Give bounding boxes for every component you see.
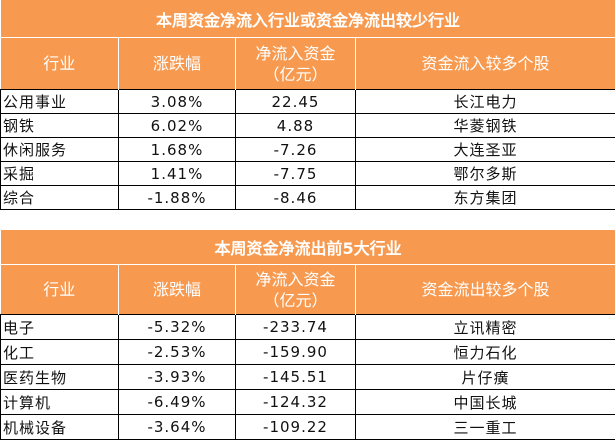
data-cell: 计算机 [0,389,119,415]
data-row: 化工 -2.53% -159.90 恒力石化 [0,339,615,365]
data-row: 采掘 1.41% -7.75 鄂尔多斯 [0,161,615,186]
data-cell: -7.75 [235,161,356,186]
data-cell: 化工 [0,339,119,365]
table-title: 本周资金净流入行业或资金净流出较少行业 [0,0,615,38]
inflow-table: 本周资金净流入行业或资金净流出较少行业 行业 涨跌幅 净流入资金 （亿元） 资金流入较多… [0,0,615,210]
data-cell: 电子 [0,314,119,340]
data-cell: -124.32 [235,389,356,415]
data-row: 综合 -1.88% -8.46 东方集团 [0,185,615,210]
data-cell: -7.26 [235,137,356,162]
header-cell: 行业 [0,37,119,90]
header-cell: 资金流出较多个股 [355,264,615,315]
data-cell: 立讯精密 [354,314,615,340]
data-cell: 休闲服务 [0,137,119,162]
data-cell: -2.53% [118,339,236,365]
data-cell: 公用事业 [0,89,119,114]
data-cell: -8.46 [235,185,356,210]
data-cell: -5.32% [118,314,236,340]
table-title: 本周资金净流出前5大行业 [0,230,615,265]
data-cell: 中国长城 [354,389,615,415]
data-cell: -3.93% [118,364,236,390]
data-cell: 4.88 [235,113,356,138]
data-row: 公用事业 3.08% 22.45 长江电力 [0,89,615,114]
data-row: 机械设备 -3.64% -109.22 三一重工 [0,414,615,440]
data-cell: 东方集团 [354,185,615,210]
data-cell: 3.08% [118,89,236,114]
data-cell: 三一重工 [354,414,615,440]
data-cell: -159.90 [235,339,356,365]
data-cell: 6.02% [118,113,236,138]
data-cell: -233.74 [235,314,356,340]
data-cell: 1.68% [118,137,236,162]
header-cell: 净流入资金 （亿元） [235,37,356,90]
data-cell: 医药生物 [0,364,119,390]
header-row: 行业 涨跌幅 净流入资金 （亿元） 资金流入较多个股 [0,37,615,90]
data-row: 医药生物 -3.93% -145.51 片仔癀 [0,364,615,390]
outflow-table: 本周资金净流出前5大行业 行业 涨跌幅 净流入资金 （亿元） 资金流出较多个股 电子 -5.… [0,230,615,440]
title-row: 本周资金净流入行业或资金净流出较少行业 [0,0,615,38]
data-cell: 钢铁 [0,113,119,138]
data-cell: 大连圣亚 [354,137,615,162]
data-row: 计算机 -6.49% -124.32 中国长城 [0,389,615,415]
data-cell: 综合 [0,185,119,210]
header-cell: 涨跌幅 [118,37,236,90]
data-cell: -1.88% [118,185,236,210]
header-row: 行业 涨跌幅 净流入资金 （亿元） 资金流出较多个股 [0,264,615,315]
data-cell: -3.64% [118,414,236,440]
header-cell: 净流入资金 （亿元） [235,264,356,315]
data-cell: 片仔癀 [354,364,615,390]
data-cell: 22.45 [235,89,356,114]
title-row: 本周资金净流出前5大行业 [0,230,615,265]
header-cell: 行业 [0,264,119,315]
data-cell: 机械设备 [0,414,119,440]
data-row: 钢铁 6.02% 4.88 华菱钢铁 [0,113,615,138]
data-cell: -145.51 [235,364,356,390]
data-cell: 采掘 [0,161,119,186]
data-cell: 华菱钢铁 [354,113,615,138]
data-cell: 长江电力 [354,89,615,114]
data-cell: 恒力石化 [354,339,615,365]
data-cell: -6.49% [118,389,236,415]
data-cell: 1.41% [118,161,236,186]
data-row: 电子 -5.32% -233.74 立讯精密 [0,314,615,340]
header-cell: 涨跌幅 [118,264,236,315]
header-cell: 资金流入较多个股 [355,37,615,90]
data-cell: 鄂尔多斯 [354,161,615,186]
data-row: 休闲服务 1.68% -7.26 大连圣亚 [0,137,615,162]
data-cell: -109.22 [235,414,356,440]
